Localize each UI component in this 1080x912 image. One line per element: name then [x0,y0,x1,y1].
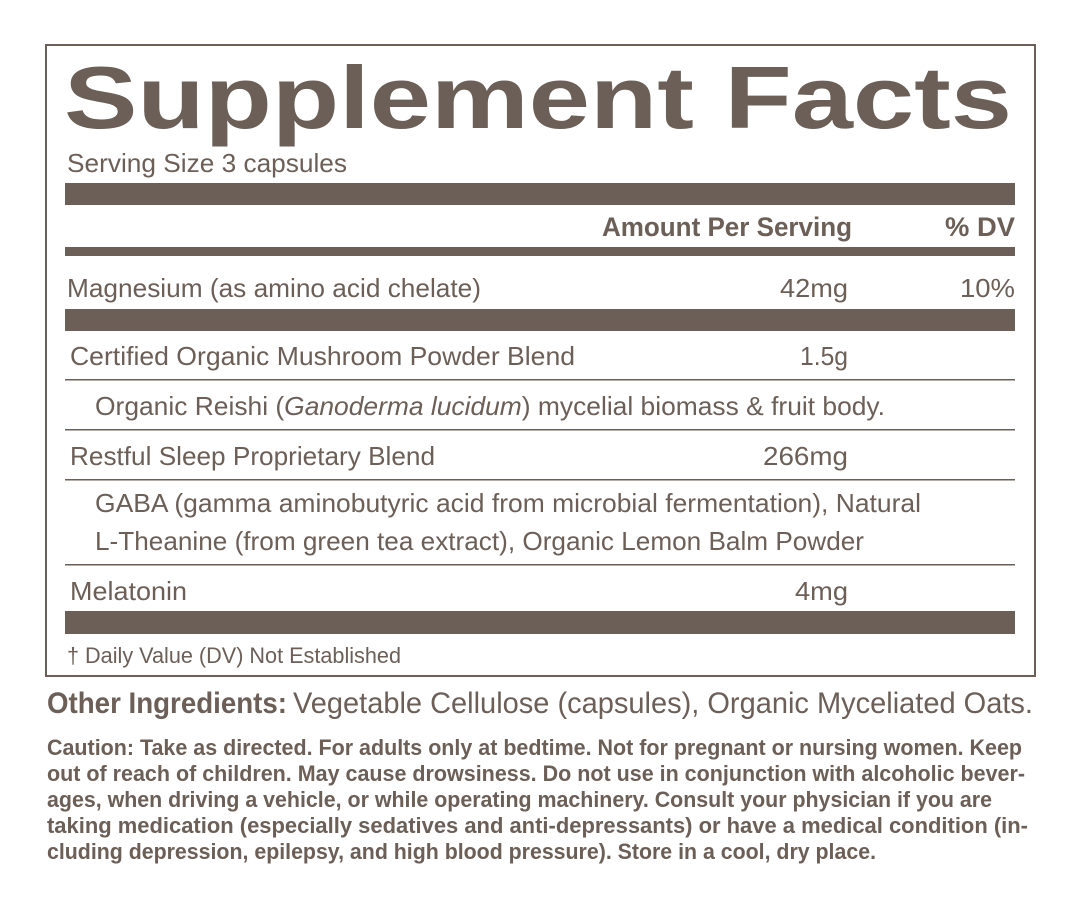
other-ingredients-label: Other Ingredients: [47,687,287,720]
caution-line: taking medication (especially sedatives … [47,813,1028,838]
row-amount: 266mg [763,441,848,471]
thin-rule [65,564,1015,566]
caution-line: cluding depression, epilepsy, and high b… [47,839,876,864]
detail-italic: Ganoderma lucidum [284,391,522,421]
row-name: Magnesium (as amino acid chelate) [67,273,481,303]
row-name: Certified Organic Mushroom Powder Blend [70,341,575,371]
medium-bar [65,247,1015,256]
serving-size: Serving Size 3 capsules [67,148,347,178]
row-detail: L-Theanine (from green tea extract), Org… [95,526,864,556]
detail-text: Organic Reishi ( [95,391,285,421]
row-dv: 10% [960,273,1015,303]
caution-line: Caution: Take as directed. For adults on… [47,735,1022,760]
thin-rule [65,379,1015,381]
row-name: Melatonin [70,576,187,606]
column-header: Amount Per Serving [602,212,852,242]
row-detail: GABA (gamma aminobutyric acid from micro… [95,488,921,518]
thin-rule [65,479,1015,481]
other-ingredients-text: Vegetable Cellulose (capsules), Organic … [293,687,1033,720]
label-border [45,44,1036,677]
footnote: † Daily Value (DV) Not Established [67,643,401,668]
caution-line: out of reach of children. May cause drow… [47,761,1025,786]
row-name: Restful Sleep Proprietary Blend [70,441,435,471]
row-detail: Organic Reishi (Ganoderma lucidum) mycel… [95,391,885,421]
thin-rule [65,429,1015,431]
caution-line: ages, when driving a vehicle, or while o… [47,787,992,812]
row-amount: 42mg [780,273,848,303]
row-amount: 1.5g [800,341,848,371]
title: Supplement Facts [64,48,1012,147]
detail-text: ) mycelial biomass & fruit body. [522,391,885,421]
thick-bar [65,309,1015,331]
column-header: % DV [945,212,1015,242]
thick-bar [65,611,1015,634]
thick-bar [65,183,1015,205]
row-amount: 4mg [795,576,848,606]
